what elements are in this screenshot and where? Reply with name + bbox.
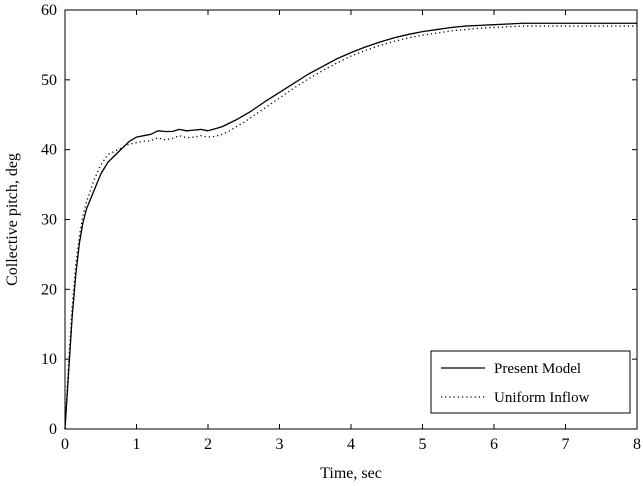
x-tick-label: 3 [276,436,284,453]
x-tick-label: 1 [133,436,141,453]
y-axis-label: Collective pitch, deg [4,153,21,286]
y-tick-label: 40 [41,142,57,159]
y-tick-label: 0 [49,421,57,438]
x-axis-label: Time, sec [320,465,382,482]
x-tick-label: 4 [347,436,355,453]
series-line-present-model [64,22,637,430]
y-tick-label: 50 [41,72,57,89]
y-tick-label: 30 [41,212,57,229]
y-tick-label: 20 [41,281,57,298]
x-tick-label: 5 [419,436,427,453]
x-tick-label: 7 [562,436,570,453]
x-tick-label: 6 [490,436,498,453]
legend: Present Model Uniform Inflow [430,350,631,414]
legend-label-present-model: Present Model [494,361,581,377]
series-line-uniform-inflow [64,25,637,430]
y-tick-label: 10 [41,351,57,368]
legend-box [430,350,631,414]
series-layer [64,22,637,430]
legend-label-uniform-inflow: Uniform Inflow [494,390,590,406]
x-tick-label: 8 [633,436,641,453]
axis-ticks: 0 1 2 3 4 5 6 7 8 0 10 20 30 40 50 60 [41,2,641,453]
x-tick-label: 0 [61,436,69,453]
y-tick-label: 60 [41,2,57,19]
x-tick-label: 2 [204,436,212,453]
